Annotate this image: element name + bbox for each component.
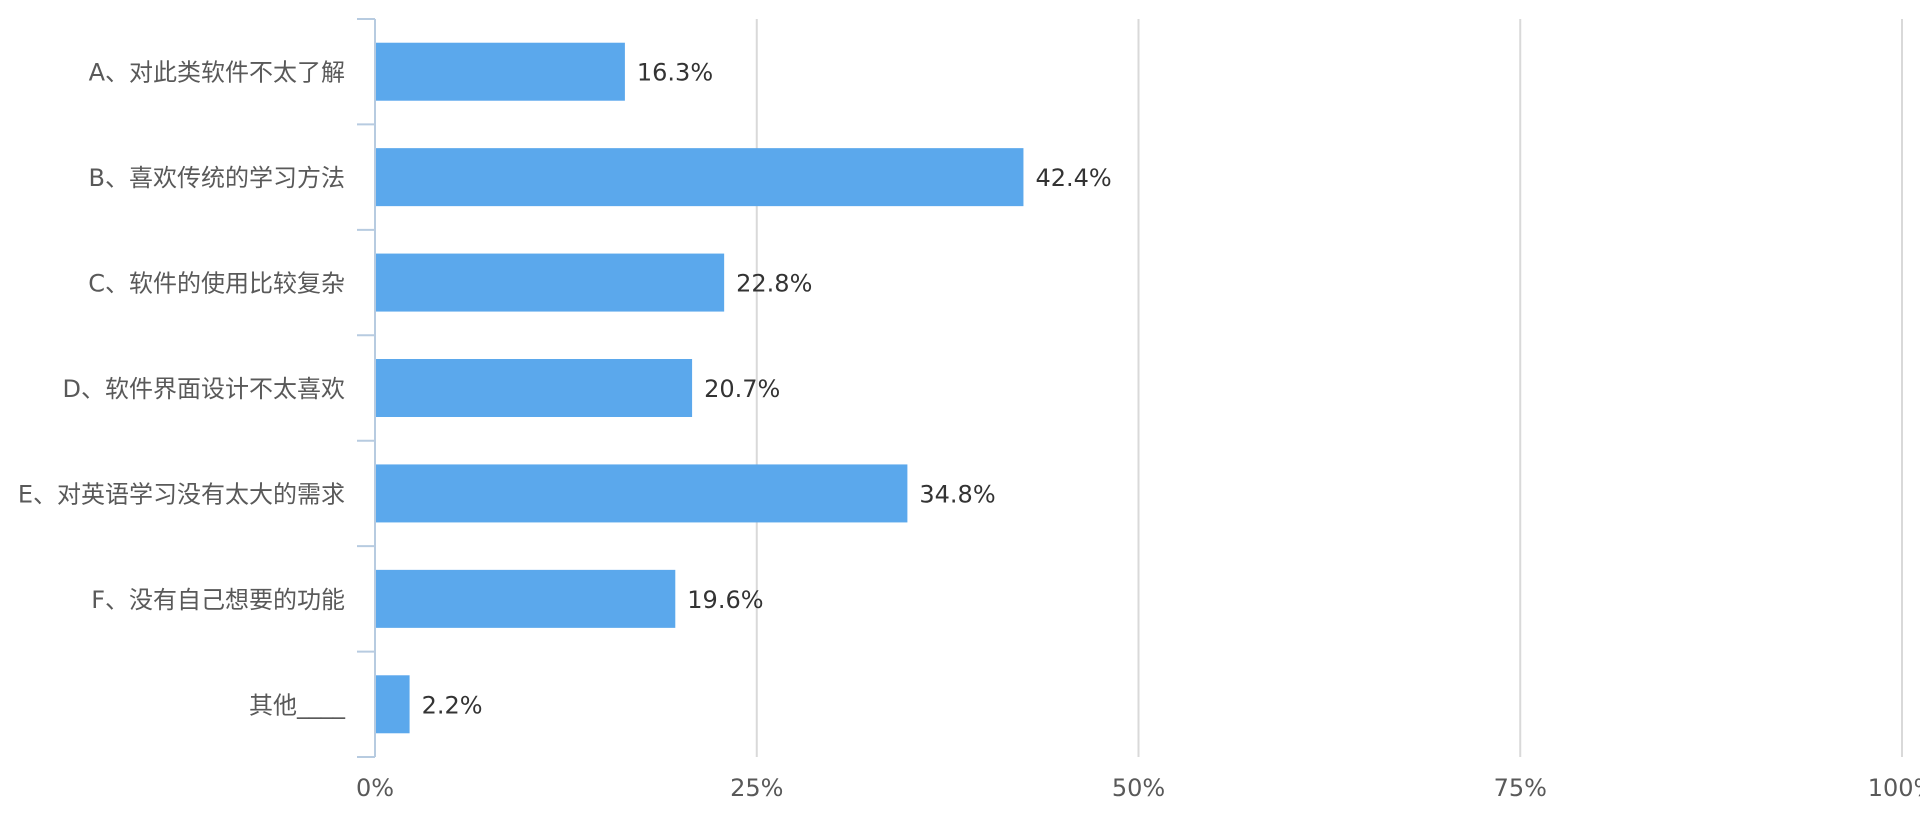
category-label: 其他____ bbox=[249, 691, 346, 719]
bar bbox=[376, 359, 693, 417]
x-tick-label: 0% bbox=[356, 774, 394, 802]
bar bbox=[376, 148, 1024, 207]
category-label: F、没有自己想要的功能 bbox=[91, 586, 345, 614]
category-labels: A、对此类软件不太了解 B、喜欢传统的学习方法 C、软件的使用比较复杂 D、软件界面设… bbox=[18, 59, 346, 720]
data-label: 16.3% bbox=[637, 59, 713, 87]
x-tick-label: 25% bbox=[730, 774, 783, 802]
category-label: E、对英语学习没有太大的需求 bbox=[18, 480, 345, 508]
bar bbox=[376, 253, 725, 312]
category-label: D、软件界面设计不太喜欢 bbox=[63, 375, 345, 403]
category-label: C、软件的使用比较复杂 bbox=[88, 270, 345, 298]
data-label: 2.2% bbox=[422, 691, 483, 719]
bar bbox=[376, 675, 410, 734]
x-axis-tick-labels: 0% 25% 50% 75% 100% bbox=[356, 774, 1920, 802]
category-label: A、对此类软件不太了解 bbox=[89, 59, 345, 87]
x-tick-label: 100% bbox=[1868, 774, 1920, 802]
data-label: 22.8% bbox=[736, 270, 812, 298]
x-tick-label: 50% bbox=[1112, 774, 1165, 802]
data-label: 20.7% bbox=[704, 375, 780, 403]
category-label: B、喜欢传统的学习方法 bbox=[89, 164, 345, 192]
bars bbox=[376, 42, 1024, 734]
data-label: 19.6% bbox=[687, 586, 763, 614]
grid-lines bbox=[755, 19, 1903, 757]
x-tick-label: 75% bbox=[1494, 774, 1547, 802]
data-label: 42.4% bbox=[1035, 164, 1111, 192]
value-labels: 16.3% 42.4% 22.8% 20.7% 34.8% 19.6% 2.2% bbox=[422, 59, 1112, 720]
data-label: 34.8% bbox=[919, 480, 995, 508]
bar bbox=[376, 569, 676, 628]
bar bbox=[376, 464, 908, 523]
category-axis bbox=[357, 18, 376, 758]
bar bbox=[376, 42, 625, 101]
